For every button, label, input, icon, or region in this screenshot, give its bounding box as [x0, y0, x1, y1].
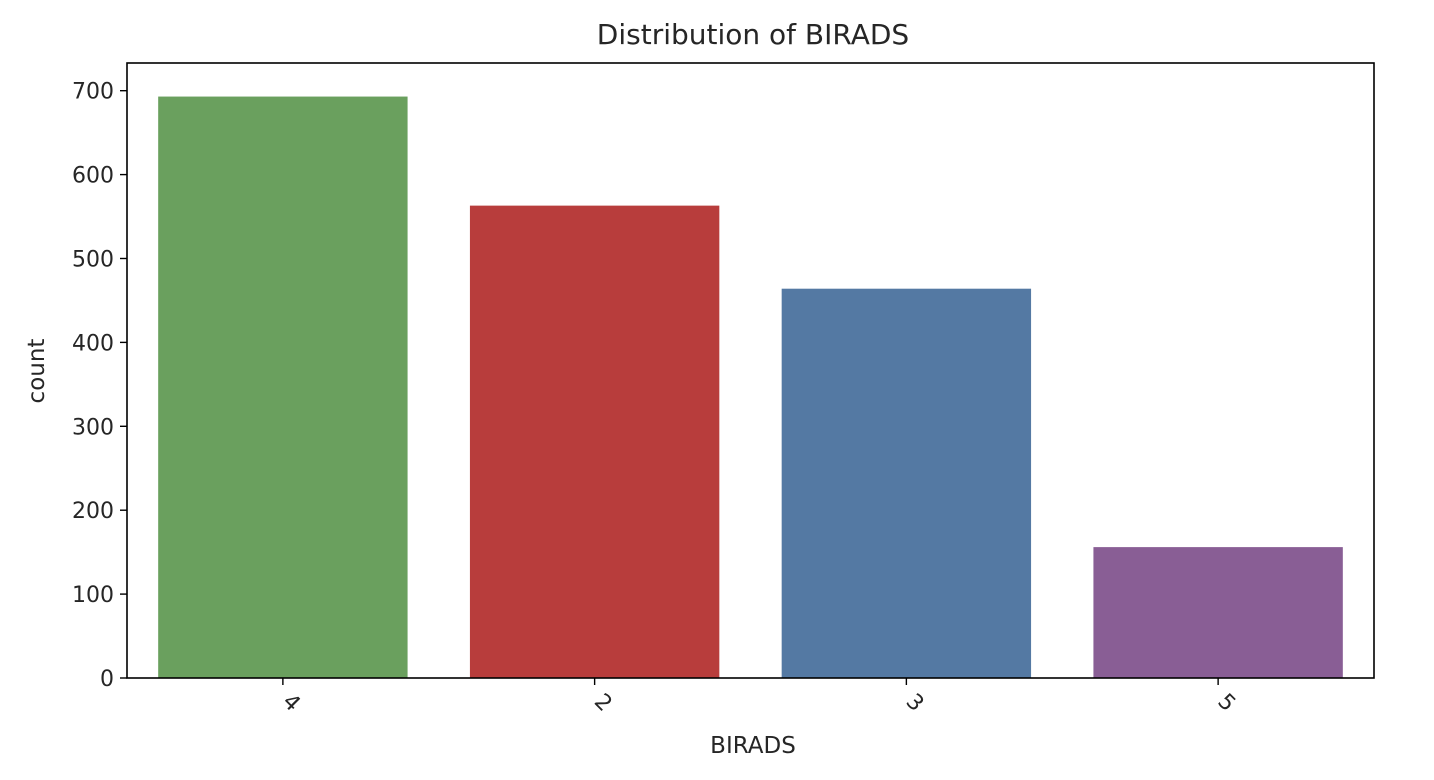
x-tick-label: 4 [277, 689, 305, 717]
y-tick-label: 500 [72, 247, 114, 272]
x-tick-label: 2 [589, 689, 617, 717]
y-tick-label: 100 [72, 583, 114, 608]
bar-3 [781, 288, 1032, 678]
y-tick-label: 0 [100, 667, 114, 692]
y-tick-label: 200 [72, 499, 114, 524]
bar-5 [1093, 547, 1343, 678]
chart-title: Distribution of BIRADS [597, 18, 909, 51]
bar-4 [158, 96, 408, 678]
x-axis: 4 2 3 5 [277, 678, 1240, 717]
y-axis: 0 100 200 300 400 500 600 700 [72, 80, 127, 692]
x-tick-label: 5 [1212, 689, 1240, 717]
plot-frame [126, 62, 1375, 679]
y-tick-label: 400 [72, 331, 114, 356]
y-axis-label: count [24, 339, 50, 404]
y-tick-label: 300 [72, 415, 114, 440]
bars-layer [158, 96, 1343, 678]
x-axis-label: BIRADS [710, 733, 796, 759]
y-tick-label: 600 [72, 164, 114, 189]
bar-2 [469, 205, 720, 678]
y-tick-label: 700 [72, 80, 114, 105]
x-tick-label: 3 [901, 689, 929, 717]
